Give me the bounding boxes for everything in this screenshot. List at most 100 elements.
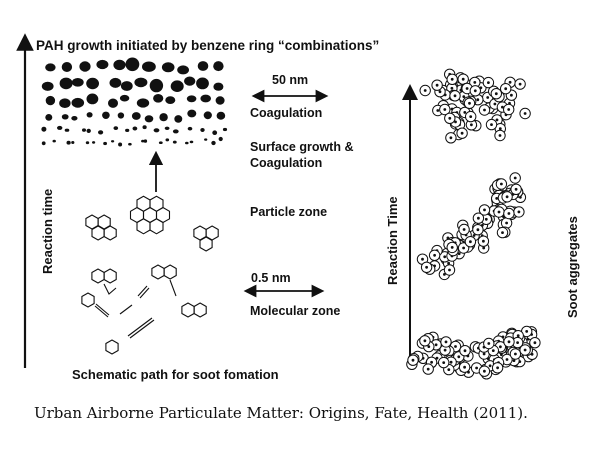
soot-particle: [165, 138, 170, 142]
particle-core: [463, 349, 467, 353]
soot-particle: [197, 61, 209, 71]
particle-core: [476, 228, 480, 232]
soot-particle: [57, 125, 63, 130]
particle-core: [454, 345, 457, 348]
soot-particle: [41, 81, 54, 91]
particle-core: [472, 234, 476, 237]
particle-core: [453, 94, 457, 98]
soot-particle: [119, 94, 130, 102]
soot-particle: [52, 139, 56, 143]
coronene-ring: [149, 195, 164, 212]
soot-particle: [125, 57, 140, 72]
particle-core: [436, 109, 440, 112]
particle-core: [523, 112, 527, 115]
particle-core: [516, 334, 520, 338]
particle-core: [446, 236, 450, 240]
particle-core: [483, 369, 486, 373]
soot-particle: [117, 112, 125, 119]
soot-particle: [61, 62, 73, 72]
soot-particle: [196, 77, 209, 90]
soot-particle: [159, 113, 168, 122]
soot-particle: [85, 141, 90, 145]
soot-particle: [177, 65, 190, 75]
ring: [103, 268, 117, 284]
soot-particle: [86, 128, 91, 133]
soot-particle: [222, 127, 228, 132]
soot-particle: [111, 140, 115, 143]
ring: [181, 302, 195, 318]
particle-core: [462, 246, 466, 250]
acetylene: [119, 304, 133, 315]
soot-particle: [120, 81, 133, 91]
soot-particle: [186, 95, 197, 103]
soot-particle: [86, 112, 93, 118]
particle-core: [443, 273, 446, 276]
particle-core: [447, 261, 451, 265]
coronene-ring: [136, 195, 151, 212]
particle-core: [498, 127, 502, 131]
particle-core: [457, 252, 461, 256]
particle-core: [438, 90, 442, 94]
particle-core: [488, 364, 492, 368]
soot-particle: [204, 138, 208, 141]
soot-particle: [144, 115, 154, 123]
particle-core: [486, 96, 490, 99]
pyrene-ring: [103, 225, 117, 241]
particle-core: [500, 353, 503, 357]
soot-particle: [71, 141, 75, 144]
soot-particle: [41, 126, 47, 132]
soot-particle: [128, 142, 132, 146]
particle-core: [444, 340, 448, 344]
particle-core: [514, 187, 518, 191]
soot-particle: [125, 128, 130, 132]
particle-core: [507, 212, 511, 215]
soot-particle: [113, 59, 126, 71]
soot-particle: [64, 128, 70, 132]
label-surface-growth: Surface growth &: [250, 140, 354, 154]
particle-core: [427, 345, 431, 349]
particle-core: [495, 118, 499, 122]
particle-core: [450, 77, 454, 81]
particle-core: [473, 81, 477, 84]
particle-core: [491, 349, 495, 353]
particle-core: [435, 83, 439, 87]
particle-core: [498, 134, 502, 137]
particle-core: [462, 95, 466, 98]
soot-particle: [136, 98, 150, 108]
particle-core: [462, 228, 466, 231]
particle-core: [495, 197, 499, 200]
particle-core: [425, 265, 429, 269]
particle-core: [443, 348, 447, 352]
particle-core: [463, 111, 467, 114]
soot-particle: [98, 130, 104, 135]
particle-core: [514, 352, 517, 356]
soot-particle: [66, 140, 71, 145]
particle-field: [41, 57, 228, 147]
triple-bond: [94, 305, 109, 318]
particle-core: [512, 359, 516, 363]
soot-particle: [45, 114, 53, 121]
soot-particle: [213, 82, 224, 91]
soot-particle: [45, 63, 56, 72]
particle-core: [504, 87, 508, 91]
particle-core: [461, 77, 465, 81]
ring: [81, 292, 95, 308]
particle-core: [507, 108, 511, 111]
particle-core: [505, 195, 509, 199]
soot-particle: [218, 136, 223, 142]
axis-label-soot-aggregates: Soot aggregates: [565, 216, 580, 318]
particle-core: [501, 231, 504, 235]
particle-core: [460, 131, 464, 135]
particle-core: [497, 210, 501, 214]
soot-particle: [86, 93, 99, 105]
particle-core: [448, 268, 451, 272]
particle-core: [496, 366, 500, 370]
scale-label-50nm: 50 nm: [272, 73, 309, 87]
particle-core: [483, 208, 486, 212]
axis-label-reaction-time: Reaction time: [40, 188, 55, 274]
particle-core: [443, 108, 447, 111]
particle-core: [469, 115, 473, 118]
soot-particle: [41, 141, 46, 146]
soot-particle: [164, 126, 170, 130]
label-schematic: Schematic path for soot fomation: [72, 367, 279, 382]
